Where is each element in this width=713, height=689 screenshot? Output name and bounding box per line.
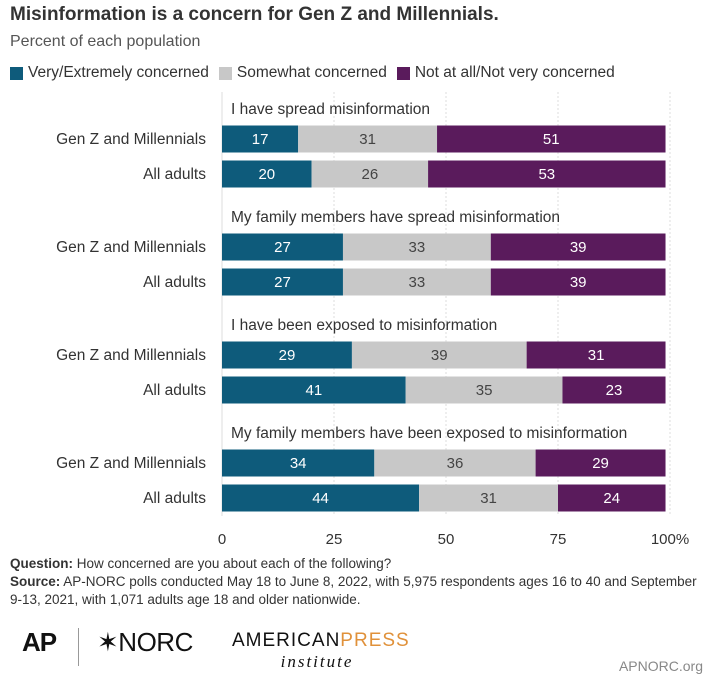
- legend-label-not-concerned: Not at all/Not very concerned: [414, 64, 615, 81]
- legend: Very/Extremely concerned Somewhat concer…: [10, 64, 625, 82]
- bar-3-gen-z-and-millennials-not-at-all-not-very-concerned: [526, 341, 666, 369]
- bar-3-all-adults-not-at-all-not-very-concerned: [562, 376, 666, 404]
- source-label: Source:: [10, 574, 61, 589]
- bar-2-all-adults-somewhat-concerned-label: 33: [409, 274, 426, 291]
- bar-2-gen-z-and-millennials-somewhat-concerned: [342, 233, 491, 261]
- bar-3-gen-z-and-millennials-very-extremely-concerned: [222, 341, 352, 369]
- row-label-gen-z-and-millennials: Gen Z and Millennials: [56, 239, 206, 256]
- question-label: Question:: [10, 556, 73, 571]
- api-logo-american: AMERICAN: [232, 630, 341, 651]
- bar-1-gen-z-and-millennials-somewhat-concerned: [298, 125, 438, 153]
- chart-title: Misinformation is a concern for Gen Z an…: [10, 4, 499, 25]
- row-label-all-adults: All adults: [143, 382, 206, 399]
- footer-site: APNORC.org: [618, 658, 703, 674]
- bar-2-gen-z-and-millennials-not-at-all-not-very-concerned-label: 39: [570, 239, 587, 256]
- row-label-gen-z-and-millennials: Gen Z and Millennials: [56, 347, 206, 364]
- bar-4-gen-z-and-millennials-somewhat-concerned: [374, 449, 536, 477]
- norc-logo-text: NORC: [118, 627, 193, 657]
- legend-swatch-not-concerned: [396, 66, 410, 80]
- bar-1-gen-z-and-millennials-not-at-all-not-very-concerned-label: 51: [543, 131, 560, 148]
- bar-2-all-adults-very-extremely-concerned-label: 27: [274, 274, 291, 291]
- bar-1-all-adults-very-extremely-concerned: [222, 160, 312, 188]
- api-logo-top: AMERICANPRESS: [232, 630, 409, 652]
- legend-label-somewhat-concerned: Somewhat concerned: [236, 64, 387, 81]
- norc-logo: ✶NORC: [97, 627, 193, 658]
- legend-item-somewhat-concerned: Somewhat concerned: [218, 64, 387, 82]
- bar-3-all-adults-not-at-all-not-very-concerned-label: 23: [606, 382, 623, 399]
- row-label-gen-z-and-millennials: Gen Z and Millennials: [56, 455, 206, 472]
- row-label-all-adults: All adults: [143, 166, 206, 183]
- group-title-3: I have been exposed to misinformation: [231, 317, 497, 334]
- bar-4-all-adults-very-extremely-concerned: [222, 484, 420, 512]
- source-text: AP-NORC polls conducted May 18 to June 8…: [10, 574, 697, 607]
- x-tick-label-100: 100%: [651, 531, 689, 548]
- bar-2-all-adults-not-at-all-not-very-concerned-label: 39: [570, 274, 587, 291]
- question-note: Question: How concerned are you about ea…: [10, 555, 710, 573]
- bar-4-gen-z-and-millennials-very-extremely-concerned-label: 34: [290, 455, 307, 472]
- legend-swatch-very-concerned: [10, 66, 23, 80]
- bar-3-all-adults-somewhat-concerned: [405, 376, 563, 404]
- api-logo-institute: institute: [280, 652, 354, 671]
- bar-3-all-adults-very-extremely-concerned: [222, 376, 406, 404]
- bar-2-all-adults-somewhat-concerned: [342, 268, 491, 296]
- legend-item-not-concerned: Not at all/Not very concerned: [396, 64, 615, 82]
- x-tick-label-75: 75: [550, 531, 567, 548]
- bar-2-all-adults-not-at-all-not-very-concerned: [490, 268, 666, 296]
- row-label-all-adults: All adults: [143, 490, 206, 507]
- american-press-institute-logo: AMERICANPRESS institute: [232, 630, 409, 672]
- bar-2-gen-z-and-millennials-somewhat-concerned-label: 33: [409, 239, 426, 256]
- bar-4-gen-z-and-millennials-not-at-all-not-very-concerned: [535, 449, 666, 477]
- bar-4-all-adults-somewhat-concerned-label: 31: [480, 490, 497, 507]
- row-label-gen-z-and-millennials: Gen Z and Millennials: [56, 131, 206, 148]
- source-note: Source: AP-NORC polls conducted May 18 t…: [10, 573, 710, 609]
- bar-1-gen-z-and-millennials-very-extremely-concerned: [222, 125, 299, 153]
- ap-logo: AP: [22, 627, 57, 657]
- bar-4-all-adults-very-extremely-concerned-label: 44: [312, 490, 329, 507]
- api-logo-press: PRESS: [340, 630, 410, 651]
- bar-1-all-adults-very-extremely-concerned-label: 20: [258, 166, 275, 183]
- bar-4-gen-z-and-millennials-very-extremely-concerned: [222, 449, 375, 477]
- bar-2-all-adults-very-extremely-concerned: [222, 268, 343, 296]
- bar-2-gen-z-and-millennials-very-extremely-concerned-label: 27: [274, 239, 291, 256]
- x-tick-label-0: 0: [218, 531, 226, 548]
- bar-3-gen-z-and-millennials-not-at-all-not-very-concerned-label: 31: [588, 347, 605, 364]
- bar-4-gen-z-and-millennials-somewhat-concerned-label: 36: [447, 455, 464, 472]
- logo-divider: [78, 628, 79, 666]
- bar-4-all-adults-not-at-all-not-very-concerned: [558, 484, 666, 512]
- question-text: How concerned are you about each of the …: [76, 556, 392, 571]
- x-tick-label-25: 25: [326, 531, 343, 548]
- bar-1-gen-z-and-millennials-not-at-all-not-very-concerned: [437, 125, 666, 153]
- group-title-1: I have spread misinformation: [231, 101, 430, 118]
- norc-star-icon: ✶: [97, 627, 119, 657]
- bar-3-all-adults-very-extremely-concerned-label: 41: [305, 382, 322, 399]
- bar-1-gen-z-and-millennials-somewhat-concerned-label: 31: [359, 131, 376, 148]
- chart-subtitle: Percent of each population: [10, 33, 201, 50]
- x-tick-label-50: 50: [438, 531, 455, 548]
- legend-item-very-concerned: Very/Extremely concerned: [10, 64, 209, 82]
- bar-3-all-adults-somewhat-concerned-label: 35: [476, 382, 493, 399]
- bar-2-gen-z-and-millennials-very-extremely-concerned: [222, 233, 343, 261]
- chart-notes: Question: How concerned are you about ea…: [10, 555, 710, 609]
- bar-3-gen-z-and-millennials-somewhat-concerned: [351, 341, 527, 369]
- legend-label-very-concerned: Very/Extremely concerned: [28, 64, 209, 81]
- bar-1-all-adults-somewhat-concerned: [311, 160, 429, 188]
- bar-4-all-adults-somewhat-concerned: [419, 484, 558, 512]
- bar-1-all-adults-not-at-all-not-very-concerned: [428, 160, 666, 188]
- group-title-2: My family members have spread misinforma…: [231, 209, 560, 226]
- bar-3-gen-z-and-millennials-somewhat-concerned-label: 39: [431, 347, 448, 364]
- stacked-bar-chart: 0 25 50 75 100% I have spread misinformation G…: [56, 92, 689, 548]
- bar-1-all-adults-somewhat-concerned-label: 26: [361, 166, 378, 183]
- bar-1-gen-z-and-millennials-very-extremely-concerned-label: 17: [252, 131, 269, 148]
- bar-2-gen-z-and-millennials-not-at-all-not-very-concerned: [490, 233, 666, 261]
- bar-3-gen-z-and-millennials-very-extremely-concerned-label: 29: [279, 347, 296, 364]
- bar-4-all-adults-not-at-all-not-very-concerned-label: 24: [603, 490, 620, 507]
- legend-swatch-somewhat-concerned: [218, 66, 232, 80]
- bar-4-gen-z-and-millennials-not-at-all-not-very-concerned-label: 29: [592, 455, 609, 472]
- bar-1-all-adults-not-at-all-not-very-concerned-label: 53: [538, 166, 555, 183]
- group-title-4: My family members have been exposed to m…: [231, 425, 627, 442]
- row-label-all-adults: All adults: [143, 274, 206, 291]
